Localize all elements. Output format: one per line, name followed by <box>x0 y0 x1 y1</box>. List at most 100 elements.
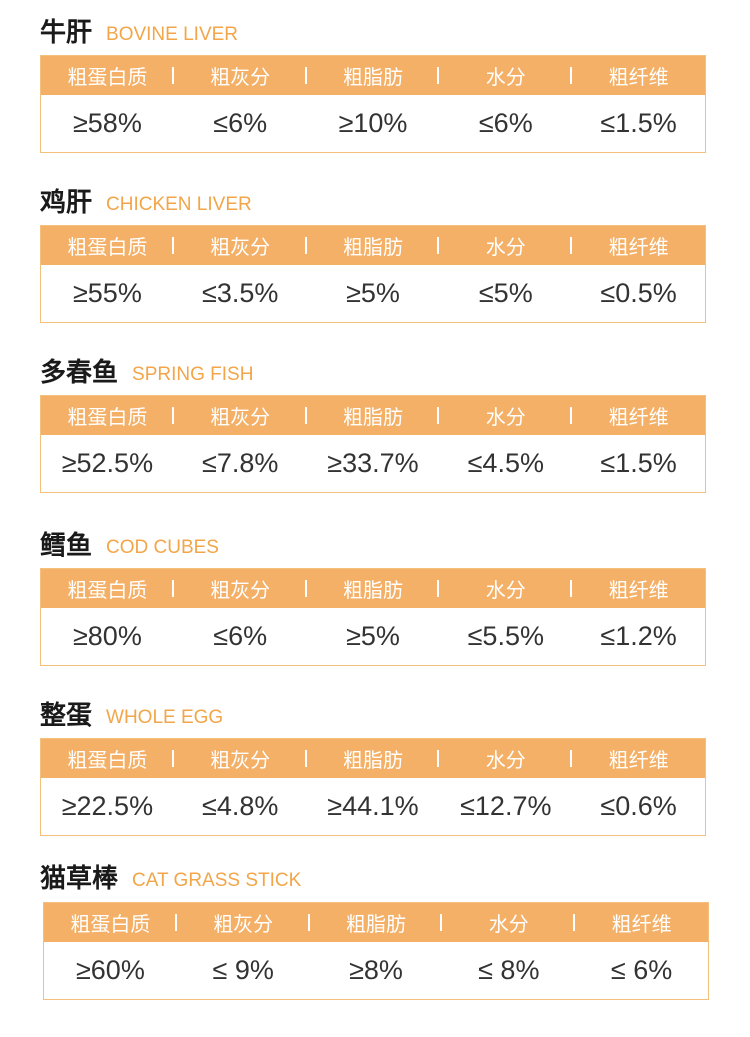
header-divider <box>171 750 174 767</box>
header-divider <box>437 237 440 254</box>
table-row: ≥22.5% ≤4.8% ≥44.1% ≤12.7% ≤0.6% <box>41 778 705 835</box>
header-cell: 粗蛋白质 <box>41 569 174 608</box>
header-label: 粗灰分 <box>210 578 271 602</box>
nutrition-table: 粗蛋白质 粗灰分 粗脂肪 水分 粗纤维 ≥52.5% ≤7.8% ≥33.7% ≤4.5% ≤1.… <box>40 395 706 493</box>
value-cell: ≥22.5% <box>61 791 154 821</box>
value-cell: ≤12.7% <box>460 791 552 821</box>
header-label: 粗纤维 <box>608 748 669 772</box>
header-label: 水分 <box>485 235 526 259</box>
header-label: 粗蛋白质 <box>67 235 148 259</box>
header-divider <box>440 914 443 931</box>
value-cell: ≤ 8% <box>478 955 540 985</box>
nutrition-table: 粗蛋白质 粗灰分 粗脂肪 水分 粗纤维 ≥60% ≤ 9% ≥8% ≤ 8% ≤ 6% <box>43 902 709 1000</box>
table-header-row: 粗蛋白质 粗灰分 粗脂肪 水分 粗纤维 <box>41 739 705 778</box>
value-cell: ≥10% <box>338 108 408 138</box>
header-cell: 粗纤维 <box>572 739 705 778</box>
value-cell: ≤6% <box>478 108 533 138</box>
header-divider <box>573 914 576 931</box>
section-title-cn: 多春鱼 <box>40 358 119 388</box>
header-divider <box>437 750 440 767</box>
section-title-en: BOVINE LIVER <box>106 24 239 45</box>
header-label: 粗蛋白质 <box>67 405 148 429</box>
table-row: ≥55% ≤3.5% ≥5% ≤5% ≤0.5% <box>41 265 705 322</box>
header-label: 水分 <box>485 405 526 429</box>
header-cell: 粗蛋白质 <box>41 226 174 265</box>
header-cell: 粗灰分 <box>174 226 307 265</box>
header-divider <box>570 750 573 767</box>
header-cell: 水分 <box>442 903 576 942</box>
table-row: ≥80% ≤6% ≥5% ≤5.5% ≤1.2% <box>41 608 705 665</box>
header-cell: 粗纤维 <box>572 56 705 95</box>
header-divider <box>307 914 310 931</box>
header-cell: 粗脂肪 <box>307 739 440 778</box>
nutrition-table: 粗蛋白质 粗灰分 粗脂肪 水分 粗纤维 ≥80% ≤6% ≥5% ≤5.5% ≤1.2% <box>40 568 706 666</box>
table-header-row: 粗蛋白质 粗灰分 粗脂肪 水分 粗纤维 <box>44 903 708 942</box>
table-header-row: 粗蛋白质 粗灰分 粗脂肪 水分 粗纤维 <box>41 56 705 95</box>
header-label: 粗纤维 <box>608 235 669 259</box>
header-label: 粗纤维 <box>608 578 669 602</box>
header-label: 粗纤维 <box>611 912 672 936</box>
header-label: 粗脂肪 <box>342 748 403 772</box>
header-cell: 水分 <box>439 226 573 265</box>
value-cell: ≤1.5% <box>600 448 677 478</box>
header-label: 水分 <box>485 65 526 89</box>
value-cell: ≤1.5% <box>600 108 677 138</box>
nutrition-table: 粗蛋白质 粗灰分 粗脂肪 水分 粗纤维 ≥22.5% ≤4.8% ≥44.1% ≤12.7% ≤0… <box>40 738 706 836</box>
value-cell: ≤6% <box>213 621 268 651</box>
header-cell: 水分 <box>439 56 573 95</box>
table-header-row: 粗蛋白质 粗灰分 粗脂肪 水分 粗纤维 <box>41 569 705 608</box>
value-cell: ≤ 6% <box>610 955 673 985</box>
section-title: 猫草棒 CAT GRASS STICK <box>40 860 301 894</box>
header-cell: 粗蛋白质 <box>44 903 177 942</box>
header-label: 水分 <box>485 578 526 602</box>
header-label: 粗脂肪 <box>342 65 403 89</box>
value-cell: ≥44.1% <box>327 791 419 821</box>
header-divider <box>437 580 440 597</box>
value-cell: ≤5.5% <box>467 621 544 651</box>
header-divider <box>570 67 573 84</box>
header-cell: 水分 <box>439 569 573 608</box>
section-title: 鳕鱼 COD CUBES <box>40 527 219 561</box>
header-cell: 粗脂肪 <box>307 226 440 265</box>
header-divider <box>570 237 573 254</box>
header-divider <box>304 67 307 84</box>
header-cell: 粗纤维 <box>575 903 708 942</box>
header-cell: 粗蛋白质 <box>41 739 174 778</box>
header-cell: 粗灰分 <box>177 903 310 942</box>
header-label: 粗脂肪 <box>342 578 403 602</box>
header-label: 粗蛋白质 <box>67 578 148 602</box>
header-label: 粗脂肪 <box>342 405 403 429</box>
header-divider <box>304 237 307 254</box>
value-cell: ≥5% <box>346 278 400 308</box>
header-divider <box>171 407 174 424</box>
header-label: 水分 <box>485 748 526 772</box>
section-title-en: COD CUBES <box>106 537 219 558</box>
header-divider <box>304 750 307 767</box>
header-cell: 粗蛋白质 <box>41 396 174 435</box>
header-cell: 粗脂肪 <box>307 56 440 95</box>
value-cell: ≤ 9% <box>212 955 274 985</box>
header-label: 粗纤维 <box>608 65 669 89</box>
header-label: 粗脂肪 <box>342 235 403 259</box>
value-cell: ≤0.6% <box>600 791 677 821</box>
value-cell: ≤1.2% <box>600 621 677 651</box>
value-cell: ≤3.5% <box>202 278 279 308</box>
header-divider <box>304 407 307 424</box>
header-divider <box>171 67 174 84</box>
header-label: 粗纤维 <box>608 405 669 429</box>
header-label: 粗灰分 <box>210 748 271 772</box>
header-label: 粗灰分 <box>210 65 271 89</box>
section-title: 牛肝 BOVINE LIVER <box>40 14 238 48</box>
header-cell: 粗纤维 <box>572 226 705 265</box>
section-title-cn: 牛肝 <box>40 18 93 48</box>
header-label: 粗灰分 <box>210 405 271 429</box>
header-cell: 粗灰分 <box>174 56 307 95</box>
value-cell: ≤4.5% <box>467 448 544 478</box>
header-label: 粗灰分 <box>213 912 274 936</box>
section-title-cn: 鸡肝 <box>40 188 93 218</box>
section-title-en: WHOLE EGG <box>106 707 224 728</box>
header-label: 粗蛋白质 <box>67 65 148 89</box>
value-cell: ≤7.8% <box>202 448 279 478</box>
section-title-en: CAT GRASS STICK <box>132 870 302 891</box>
value-cell: ≥5% <box>346 621 400 651</box>
